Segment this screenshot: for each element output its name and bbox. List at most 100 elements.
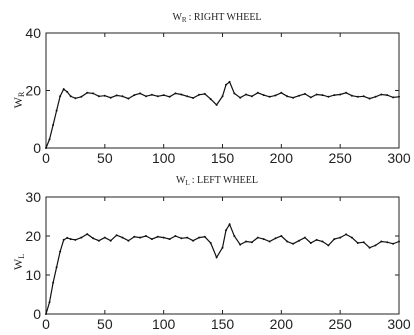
chart-left-wheel-series-line (45, 222, 400, 315)
chart-right-wheel-point (59, 95, 62, 98)
chart-right-wheel-point (55, 109, 58, 112)
chart-right-wheel-point (109, 96, 112, 99)
chart-left-wheel-xtick-label: 250 (328, 316, 352, 332)
chart-right-wheel-point (292, 96, 295, 99)
chart-left-wheel-point (392, 242, 395, 245)
chart-right-wheel-ytick-label: 0 (33, 140, 41, 156)
chart-left-wheel: WL: LEFT WHEEL WL 0 10 20 30 0 50 100 150 200 25… (11, 175, 411, 332)
chart-left-wheel-point (52, 281, 55, 284)
chart-left-wheel-point (45, 313, 47, 315)
chart-left-wheel-yticks: 0 10 20 30 (25, 189, 399, 322)
chart-right-wheel-xtick-label: 100 (152, 150, 176, 166)
chart-left-wheel-point (86, 233, 89, 236)
chart-left-wheel-point (59, 250, 62, 253)
chart-right-wheel-point (203, 92, 206, 95)
chart-right-wheel-point (386, 94, 389, 97)
chart-right-wheel-xtick-label: 150 (211, 150, 235, 166)
chart-left-wheel-point (55, 266, 58, 269)
chart-right-wheel-point (392, 96, 395, 99)
chart-left-wheel-point (92, 237, 95, 240)
chart-left-wheel-ytick-label: 30 (25, 189, 41, 205)
chart-left-wheel-point (350, 236, 353, 239)
chart-right-wheel-yticks: 0 20 40 (25, 25, 399, 156)
chart-right-wheel-point (298, 94, 300, 97)
chart-left-wheel-point (339, 236, 342, 239)
chart-right-wheel-point (52, 124, 55, 126)
chart-left-wheel-xtick-label: 50 (97, 316, 113, 332)
chart-right-wheel-point (233, 92, 236, 95)
chart-right-wheel-point (356, 95, 359, 98)
chart-right-wheel-point (321, 94, 324, 97)
chart-left-wheel-point (280, 235, 283, 237)
chart-right-wheel-xtick-label: 300 (387, 150, 411, 166)
chart-right-wheel-point (115, 94, 118, 97)
chart-right-wheel-point (209, 98, 212, 101)
chart-right-wheel-point (368, 97, 371, 100)
chart-right-wheel-point (315, 93, 318, 96)
chart-right-wheel-frame (45, 32, 400, 149)
chart-left-wheel-title: WL: LEFT WHEEL (176, 175, 258, 187)
chart-right-wheel-point (69, 95, 72, 98)
chart-right-wheel-point (309, 96, 312, 99)
chart-left-wheel-ytick-label: 10 (25, 267, 41, 283)
chart-right-wheel-point (350, 94, 353, 97)
chart-left-wheel-xtick-label: 150 (211, 316, 235, 332)
chart-right-wheel-point (133, 94, 136, 97)
chart-left-wheel-point (215, 256, 218, 259)
chart-right-wheel-point (150, 93, 153, 96)
chart-left-wheel-point (386, 241, 389, 244)
chart-left-wheel-point (80, 236, 83, 239)
chart-right-wheel-xtick-label: 200 (270, 150, 294, 166)
chart-right-wheel-point (221, 95, 224, 98)
chart-right-wheel-point (62, 88, 65, 91)
chart-right-wheel-point (262, 94, 265, 97)
chart-right-wheel-xtick-label: 0 (42, 150, 50, 166)
chart-right-wheel: WR: RIGHT WHEEL WR 0 20 40 0 50 100 150 200 250… (11, 12, 411, 166)
chart-left-wheel-xtick-label: 300 (387, 316, 411, 332)
chart-left-wheel-point (174, 235, 177, 237)
chart-left-wheel-point (321, 240, 324, 243)
chart-right-wheel-point (228, 80, 231, 83)
chart-right-wheel-point (198, 93, 200, 96)
chart-left-wheel-point (180, 237, 183, 240)
chart-left-wheel-point (333, 238, 336, 241)
chart-left-wheel-point (168, 238, 171, 241)
chart-right-wheel-xtick-label: 50 (97, 150, 113, 166)
chart-left-wheel-point (186, 236, 189, 239)
chart-right-wheel-point (327, 95, 330, 98)
chart-left-wheel-point (362, 241, 365, 244)
chart-left-wheel-point (133, 235, 136, 238)
chart-left-wheel-point (115, 234, 118, 237)
chart-right-wheel-xticks: 0 50 100 150 200 250 300 (42, 33, 411, 166)
chart-left-wheel-point (274, 237, 277, 240)
chart-right-wheel-point (286, 95, 289, 98)
chart-left-wheel-point (298, 239, 300, 242)
chart-right-wheel-point (256, 91, 259, 94)
chart-left-wheel-point (239, 243, 242, 246)
chart-left-wheel-point (374, 244, 377, 247)
chart-left-wheel-point (156, 235, 159, 238)
chart-left-wheel-xtick-label: 100 (152, 316, 176, 332)
chart-left-wheel-ytick-label: 0 (33, 306, 41, 322)
chart-right-wheel-point (74, 97, 77, 100)
chart-left-wheel-point (221, 246, 224, 249)
chart-left-wheel-point (145, 235, 147, 237)
chart-right-wheel-point (333, 94, 336, 97)
chart-right-wheel-point (362, 95, 365, 98)
chart-right-wheel-ylabel: WR (11, 91, 26, 108)
chart-left-wheel-point (380, 240, 383, 243)
chart-left-wheel-point (97, 239, 100, 242)
chart-left-wheel-points (45, 223, 400, 315)
chart-right-wheel-point (380, 93, 383, 96)
chart-left-wheel-point (256, 236, 259, 239)
chart-left-wheel-point (345, 233, 348, 236)
chart-right-wheel-point (225, 83, 227, 86)
chart-right-wheel-point (103, 94, 106, 97)
chart-right-wheel-ytick-label: 20 (25, 83, 41, 99)
chart-right-wheel-ytick-label: 40 (25, 25, 41, 41)
chart-left-wheel-point (192, 239, 195, 242)
chart-left-wheel-point (127, 239, 130, 242)
chart-right-wheel-point (268, 95, 271, 98)
chart-right-wheel-point (239, 96, 242, 99)
